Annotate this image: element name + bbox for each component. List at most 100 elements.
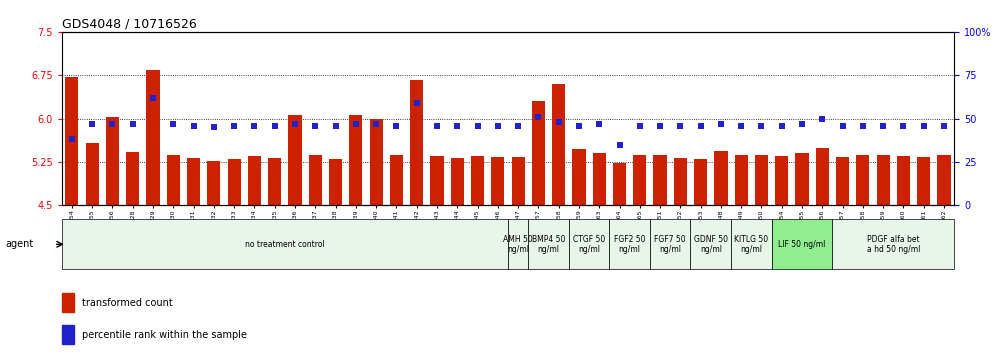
- Point: [612, 142, 627, 147]
- Point: [165, 121, 181, 127]
- Point: [85, 121, 101, 127]
- Point: [571, 123, 587, 129]
- Point: [875, 123, 891, 129]
- Bar: [633, 155, 646, 205]
- Point: [185, 123, 201, 129]
- Point: [206, 124, 222, 130]
- Bar: [775, 156, 789, 205]
- Point: [652, 123, 668, 129]
- Bar: [755, 155, 768, 205]
- Point: [754, 123, 770, 129]
- Point: [388, 123, 404, 129]
- Point: [936, 123, 952, 129]
- Bar: [552, 84, 566, 205]
- Point: [733, 123, 749, 129]
- Bar: [248, 156, 261, 205]
- FancyBboxPatch shape: [650, 219, 690, 269]
- Point: [429, 123, 445, 129]
- Point: [226, 123, 242, 129]
- FancyBboxPatch shape: [731, 219, 772, 269]
- FancyBboxPatch shape: [690, 219, 731, 269]
- Text: FGF2 50
ng/ml: FGF2 50 ng/ml: [614, 235, 645, 254]
- Bar: [370, 119, 382, 205]
- Point: [105, 121, 121, 127]
- Bar: [309, 155, 322, 205]
- FancyBboxPatch shape: [62, 219, 508, 269]
- Point: [328, 123, 344, 129]
- Bar: [937, 155, 950, 205]
- Point: [774, 123, 790, 129]
- FancyBboxPatch shape: [833, 219, 954, 269]
- Point: [469, 123, 485, 129]
- Point: [672, 123, 688, 129]
- FancyBboxPatch shape: [528, 219, 569, 269]
- Point: [449, 123, 465, 129]
- Bar: [389, 155, 403, 205]
- Point: [835, 123, 851, 129]
- Bar: [896, 156, 910, 205]
- Point: [145, 95, 161, 101]
- FancyBboxPatch shape: [772, 219, 833, 269]
- Bar: [491, 157, 504, 205]
- Bar: [329, 159, 343, 205]
- Point: [631, 123, 647, 129]
- Bar: [876, 155, 889, 205]
- Bar: [207, 161, 220, 205]
- Bar: [593, 153, 606, 205]
- Text: transformed count: transformed count: [82, 298, 172, 308]
- Text: LIF 50 ng/ml: LIF 50 ng/ml: [778, 240, 826, 249]
- Bar: [410, 80, 423, 205]
- Bar: [289, 115, 302, 205]
- FancyBboxPatch shape: [508, 219, 528, 269]
- Bar: [714, 151, 727, 205]
- Point: [815, 116, 831, 121]
- Point: [408, 100, 424, 106]
- Bar: [735, 155, 748, 205]
- Bar: [796, 153, 809, 205]
- Bar: [350, 115, 363, 205]
- Bar: [471, 156, 484, 205]
- Point: [308, 123, 324, 129]
- Bar: [430, 156, 443, 205]
- FancyBboxPatch shape: [610, 219, 650, 269]
- Text: CTGF 50
ng/ml: CTGF 50 ng/ml: [573, 235, 606, 254]
- Text: PDGF alfa bet
a hd 50 ng/ml: PDGF alfa bet a hd 50 ng/ml: [867, 235, 920, 254]
- Bar: [268, 159, 281, 205]
- Point: [510, 123, 526, 129]
- Bar: [86, 143, 99, 205]
- Point: [490, 123, 506, 129]
- Point: [267, 123, 283, 129]
- Bar: [146, 70, 159, 205]
- Bar: [66, 77, 79, 205]
- Point: [692, 123, 708, 129]
- Text: FGF7 50
ng/ml: FGF7 50 ng/ml: [654, 235, 686, 254]
- Bar: [836, 157, 850, 205]
- Bar: [573, 149, 586, 205]
- Point: [713, 121, 729, 127]
- Bar: [512, 157, 525, 205]
- Text: BMP4 50
ng/ml: BMP4 50 ng/ml: [532, 235, 565, 254]
- Text: no treatment control: no treatment control: [245, 240, 325, 249]
- Point: [915, 123, 931, 129]
- Bar: [187, 159, 200, 205]
- Point: [124, 121, 140, 127]
- Bar: [166, 155, 180, 205]
- Bar: [613, 162, 626, 205]
- Point: [895, 123, 911, 129]
- Bar: [917, 157, 930, 205]
- Text: agent: agent: [5, 239, 33, 249]
- Point: [369, 121, 384, 127]
- Bar: [816, 148, 829, 205]
- Bar: [450, 159, 464, 205]
- Text: AMH 50
ng/ml: AMH 50 ng/ml: [503, 235, 533, 254]
- Point: [287, 121, 303, 127]
- Bar: [694, 159, 707, 205]
- Point: [855, 123, 871, 129]
- Bar: [106, 117, 120, 205]
- Bar: [673, 158, 687, 205]
- Text: GDNF 50
ng/ml: GDNF 50 ng/ml: [694, 235, 728, 254]
- Point: [592, 121, 608, 127]
- Point: [531, 114, 547, 120]
- Point: [246, 123, 262, 129]
- Point: [794, 121, 810, 127]
